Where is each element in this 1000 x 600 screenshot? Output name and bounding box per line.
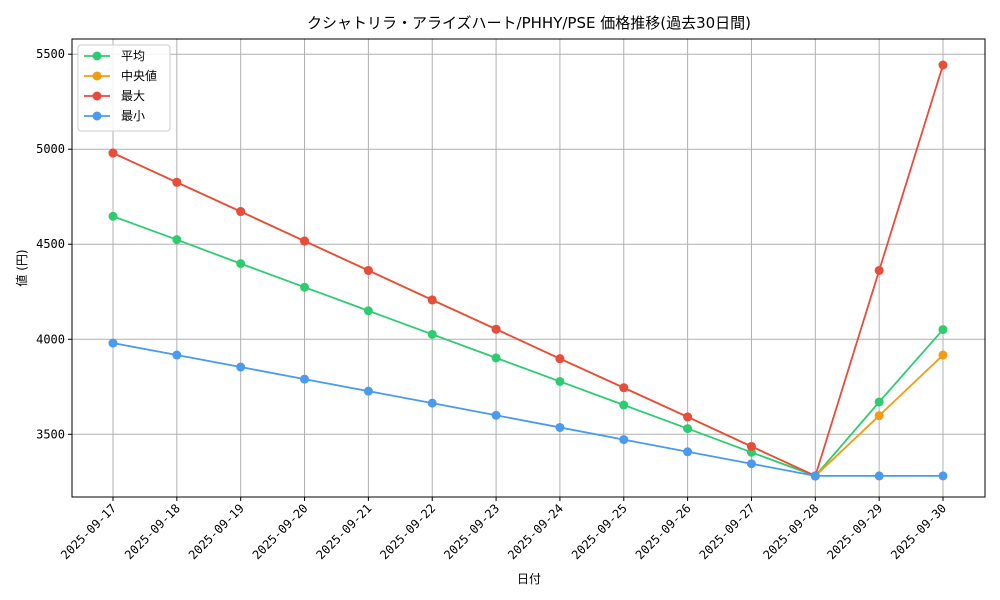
x-tick-label: 2025-09-19 [186, 501, 247, 562]
x-tick-label: 2025-09-28 [760, 501, 821, 562]
data-point [619, 383, 629, 393]
data-point [427, 398, 437, 408]
data-point [108, 148, 118, 158]
data-point [874, 397, 884, 407]
y-axis-label: 値 (円) [14, 249, 29, 286]
data-point [938, 60, 948, 70]
legend-swatch-marker [92, 111, 102, 121]
series-line [112, 64, 944, 478]
data-point [172, 235, 182, 245]
plot-frame [71, 38, 986, 498]
legend-label: 最大 [121, 89, 145, 103]
x-tick-label: 2025-09-30 [888, 501, 949, 562]
x-axis-ticks: 2025-09-17 2025-09-18 2025-09-19 2025-09-20… [58, 497, 949, 562]
data-point [236, 362, 246, 372]
legend-box [77, 44, 171, 132]
data-point [491, 324, 501, 334]
x-axis-label: 日付 [517, 572, 541, 586]
legend-item: 中央値 [84, 68, 157, 83]
data-point [938, 471, 948, 481]
data-point [746, 459, 756, 469]
data-point [491, 410, 501, 420]
series-最小 [108, 338, 948, 481]
legend-label: 最小 [121, 109, 145, 123]
data-point [427, 329, 437, 339]
data-point [938, 350, 948, 360]
legend-label: 中央値 [121, 68, 157, 83]
legend-label: 平均 [121, 49, 145, 63]
legend-item: 最大 [84, 89, 145, 103]
data-point [874, 411, 884, 421]
data-point [363, 306, 373, 316]
x-tick-label: 2025-09-26 [633, 501, 694, 562]
series-lines [108, 60, 948, 481]
data-point [810, 471, 820, 481]
data-point [108, 211, 118, 221]
y-tick-label: 5500 [36, 47, 65, 61]
y-tick-label: 4500 [36, 237, 65, 251]
data-point [683, 424, 693, 434]
x-tick-label: 2025-09-25 [569, 501, 630, 562]
y-axis-ticks: 3500 4000 4500 5000 5500 [36, 47, 72, 441]
legend-swatch-marker [92, 51, 102, 61]
y-tick-label: 5000 [36, 142, 65, 156]
series-平均 [108, 211, 948, 481]
data-point [427, 295, 437, 305]
x-tick-label: 2025-09-27 [697, 501, 758, 562]
series-line [112, 152, 944, 477]
x-tick-label: 2025-09-29 [824, 501, 885, 562]
x-tick-label: 2025-09-23 [441, 501, 502, 562]
data-point [172, 177, 182, 187]
data-point [108, 338, 118, 348]
legend-item: 平均 [84, 49, 145, 63]
legend-swatch-marker [92, 91, 102, 101]
data-point [555, 422, 565, 432]
series-line [112, 342, 943, 477]
data-point [300, 282, 310, 292]
x-tick-label: 2025-09-18 [122, 501, 183, 562]
series-最大 [108, 60, 948, 481]
y-tick-label: 3500 [36, 427, 65, 441]
data-point [683, 447, 693, 457]
data-point [363, 265, 373, 275]
data-point [300, 374, 310, 384]
series-中央値 [108, 148, 948, 481]
data-point [746, 441, 756, 451]
x-tick-label: 2025-09-17 [58, 501, 119, 562]
data-point [300, 236, 310, 246]
data-point [363, 386, 373, 396]
data-point [874, 265, 884, 275]
y-tick-label: 4000 [36, 332, 65, 346]
data-point [236, 259, 246, 269]
chart-title: クシャトリラ・アライズハート/PHHY/PSE 価格推移(過去30日間) [307, 14, 751, 32]
x-tick-label: 2025-09-22 [377, 501, 438, 562]
data-point [236, 207, 246, 217]
legend-item: 最小 [84, 109, 145, 123]
x-tick-label: 2025-09-21 [314, 501, 375, 562]
series-line [112, 215, 944, 477]
data-point [683, 412, 693, 422]
data-point [938, 325, 948, 335]
data-point [172, 350, 182, 360]
data-point [555, 354, 565, 364]
legend-swatch-marker [92, 71, 102, 81]
data-point [619, 400, 629, 410]
grid [72, 39, 985, 497]
data-point [874, 471, 884, 481]
x-tick-label: 2025-09-20 [250, 501, 311, 562]
x-tick-label: 2025-09-24 [505, 501, 566, 562]
data-point [555, 376, 565, 386]
data-point [491, 353, 501, 363]
data-point [619, 435, 629, 445]
